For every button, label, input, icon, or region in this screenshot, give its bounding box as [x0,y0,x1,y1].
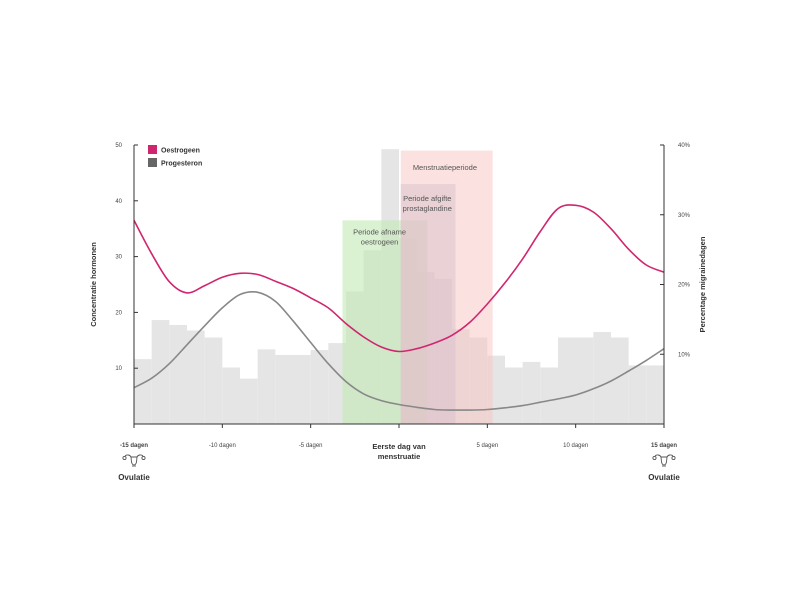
migraine-bar [310,350,329,424]
uterus-icon-body [130,456,138,466]
legend-swatch [148,145,157,154]
uterus-icon [122,454,146,467]
migraine-bar [222,367,240,424]
ovulation-label-right: Ovulatie [648,473,680,482]
band-label: oestrogeen [361,237,399,246]
migraine-bar [134,359,152,424]
uterus-icon-cervix [662,465,666,467]
uterus-icon-tubes [124,454,144,458]
migraine-bar [169,324,187,424]
migraine-bar [204,337,223,424]
left-tick-label: 30 [115,255,122,261]
x-tick-label: -5 dagen [299,443,323,449]
x-tick-label: -10 dagen [209,443,236,449]
uterus-icon-ovary [671,455,676,461]
migraine-bar [187,330,205,424]
band-label: Periode afgifte [403,194,451,203]
migraine-bar [540,367,558,424]
migraine-bar [275,354,311,424]
uterus-icon-ovary [141,455,146,461]
period-band [400,150,493,424]
x-tick-label: -15 dagen [120,443,148,449]
migraine-bar [240,378,258,424]
legend-label: Oestrogeen [161,148,200,155]
uterus-icon-ovary [652,455,657,461]
uterus-icon [652,454,676,467]
oestrogeen-line [133,204,665,353]
x-center-label: menstruatie [378,452,421,461]
band-label: Periode afname [353,227,406,236]
migraine-bar [611,337,629,424]
left-axis-title: Concentratie hormonen [89,242,98,327]
migraine-bar [558,337,594,424]
right-tick-label: 40% [678,143,691,149]
uterus-icon-cervix [132,465,136,467]
left-tick-label: 40 [115,199,122,205]
left-tick-label: 20 [115,310,122,316]
migraine-bar [505,367,523,424]
right-tick-label: 10% [678,352,691,358]
legend-swatch [148,158,157,167]
migraine-bar [328,343,346,424]
uterus-icon-body [660,456,668,466]
left-tick-label: 50 [115,143,122,149]
x-tick-label: 15 dagen [651,443,677,449]
migraine-bar [257,349,276,424]
progesteron-line [133,291,665,411]
right-tick-label: 20% [678,283,691,289]
right-tick-label: 30% [678,213,691,219]
migraine-bar [522,361,541,424]
legend-label: Progesteron [161,161,202,168]
right-axis-title: Percentage migrainedagen [698,236,707,332]
migraine-bar [593,331,611,424]
left-tick-label: 10 [115,366,122,372]
x-center-label: Eerste dag van [372,442,426,451]
band-label: Menstruatieperiode [413,163,477,172]
ovulation-label-left: Ovulatie [118,473,150,482]
x-tick-label: 10 dagen [563,443,588,449]
uterus-icon-ovary [122,455,127,461]
migraine-bar [628,365,647,424]
uterus-icon-tubes [654,454,674,458]
band-label: prostaglandine [403,204,452,213]
x-tick-label: 5 dagen [476,443,498,449]
migraine-bar [646,365,664,424]
